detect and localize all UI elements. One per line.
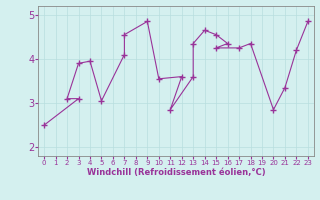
X-axis label: Windchill (Refroidissement éolien,°C): Windchill (Refroidissement éolien,°C)	[87, 168, 265, 177]
